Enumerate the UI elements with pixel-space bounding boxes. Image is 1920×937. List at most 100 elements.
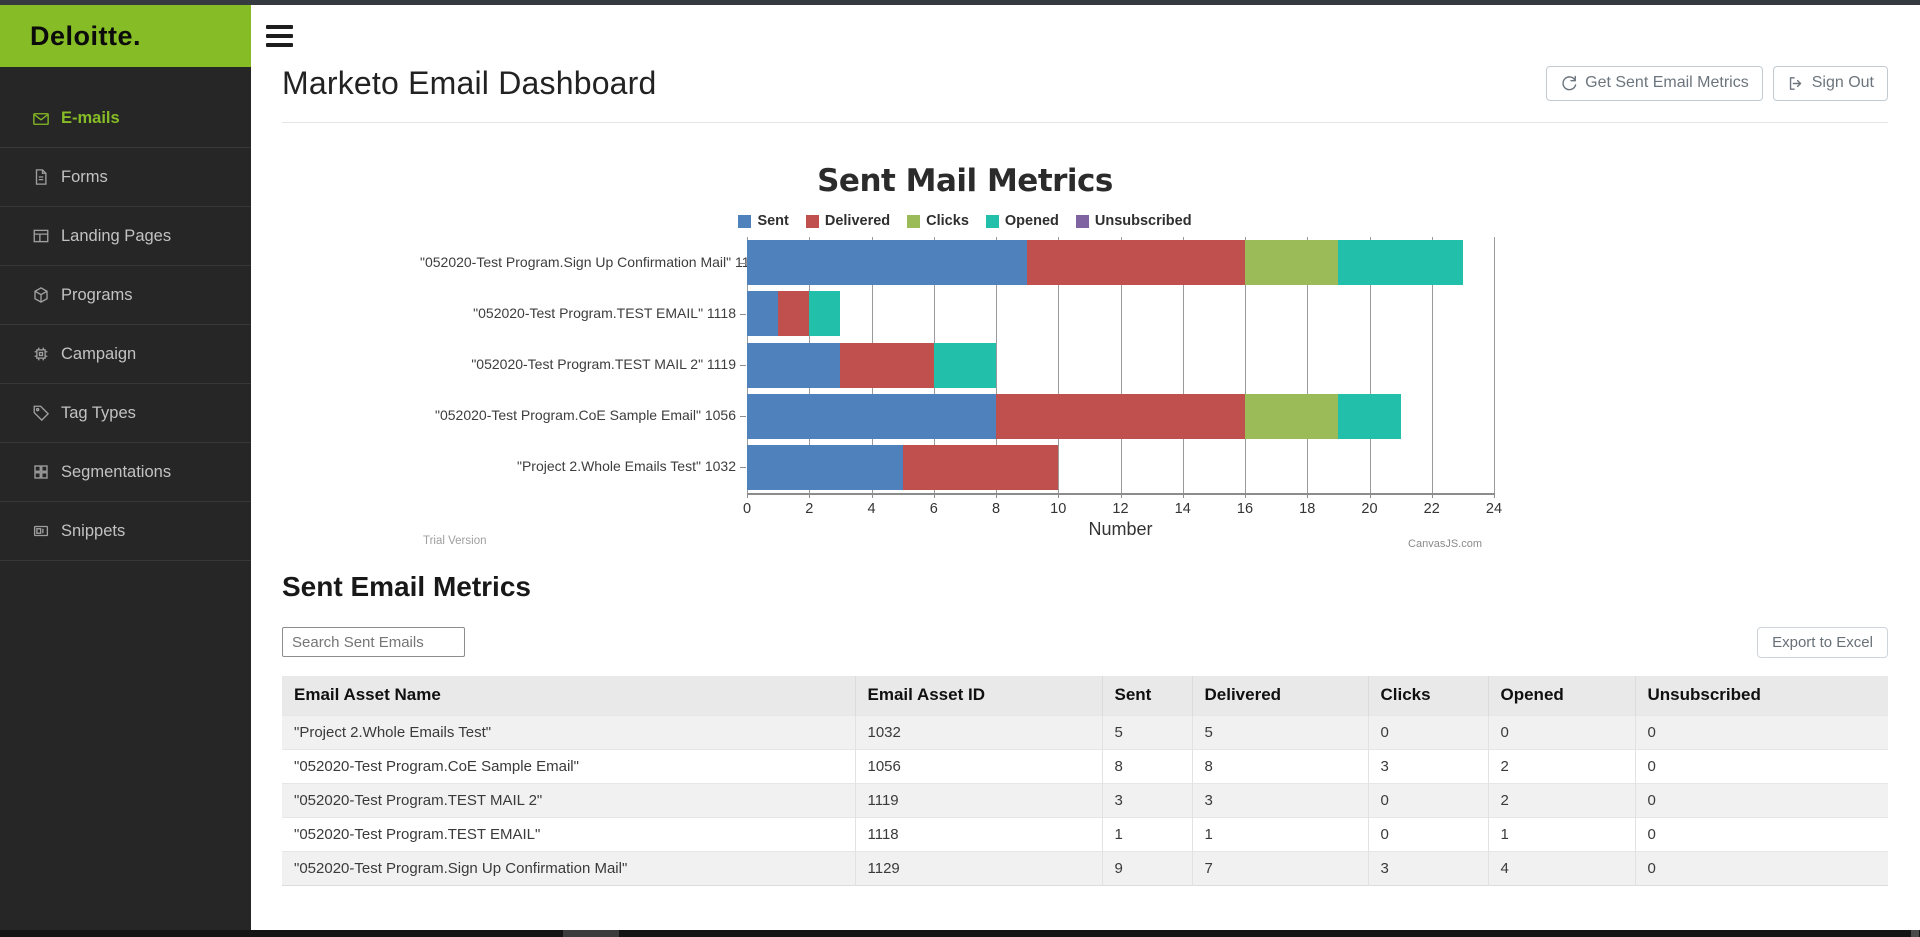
gridline	[1494, 237, 1495, 493]
x-axis-tick-label: 20	[1361, 501, 1378, 517]
sidebar-item-segmentations[interactable]: Segmentations	[0, 443, 251, 502]
bar-segment-delivered	[840, 342, 934, 388]
hamburger-menu-icon[interactable]	[266, 25, 293, 47]
axis-tick	[1431, 493, 1433, 498]
sign-out-icon	[1787, 75, 1804, 92]
axis-tick	[1058, 493, 1060, 498]
bar-segment-delivered	[996, 393, 1245, 439]
table-cell: 1	[1191, 816, 1368, 851]
scrollbar-end-button[interactable]	[1911, 930, 1919, 937]
category-label: "Project 2.Whole Emails Test" 1032	[516, 458, 736, 475]
legend-item-clicks[interactable]: Clicks	[907, 213, 969, 229]
table-cell: 4	[1487, 850, 1635, 885]
table-cell: 1032	[854, 714, 1102, 749]
x-axis-tick-label: 0	[742, 501, 752, 517]
sidebar-item-programs[interactable]: Programs	[0, 266, 251, 325]
legend-item-sent[interactable]: Sent	[738, 213, 789, 229]
column-header-sent: Sent	[1101, 676, 1192, 715]
gridline	[1058, 237, 1060, 493]
top-window-strip	[0, 0, 1920, 5]
document-icon	[32, 168, 50, 186]
table-cell: 8	[1191, 748, 1368, 783]
table-cell: 1129	[854, 850, 1102, 885]
category-tick	[740, 313, 746, 315]
email-asset-name-cell: "052020-Test Program.CoE Sample Email"	[282, 748, 855, 783]
x-axis-tick-label: 12	[1112, 501, 1129, 517]
category-tick	[740, 365, 746, 366]
export-to-excel-button[interactable]: Export to Excel	[1757, 626, 1888, 658]
category-label: "052020-Test Program.TEST MAIL 2" 1119	[471, 356, 736, 372]
sidebar-item-label: Campaign	[61, 344, 137, 363]
bar-segment-opened	[1338, 240, 1463, 286]
axis-tick	[1494, 493, 1495, 498]
column-header-email-asset-id: Email Asset ID	[854, 676, 1102, 715]
legend-swatch	[907, 214, 921, 228]
legend-item-delivered[interactable]: Delivered	[805, 213, 890, 229]
sidebar-item-label: Tag Types	[61, 403, 136, 422]
axis-tick	[933, 493, 935, 498]
sidebar-item-e-mails[interactable]: E-mails	[0, 89, 251, 148]
category-label: "052020-Test Program.Sign Up Confirmatio…	[420, 253, 766, 270]
x-axis-tick-label: 8	[991, 501, 1001, 517]
sidebar-item-landing-pages[interactable]: Landing Pages	[0, 207, 251, 266]
table-cell: 1056	[854, 748, 1102, 783]
horizontal-scrollbar[interactable]	[0, 930, 1920, 937]
table-cell: 0	[1367, 714, 1488, 749]
x-axis-tick-label: 6	[929, 501, 938, 517]
table-cell: 0	[1634, 816, 1888, 851]
table-row: "052020-Test Program.TEST MAIL 2" 1119 3 3 0…	[282, 782, 1888, 817]
legend-item-unsubscribed[interactable]: Unsubscribed	[1075, 213, 1192, 229]
trial-version-watermark: Trial Version	[423, 535, 487, 547]
chart-title: Sent Mail Metrics	[817, 163, 1113, 199]
layout-icon	[32, 227, 50, 245]
sidebar-item-label: Programs	[61, 285, 133, 304]
legend-swatch	[805, 214, 819, 228]
column-header-opened: Opened	[1487, 676, 1635, 715]
table-cell: 1118	[854, 816, 1102, 851]
table-cell: 0	[1634, 748, 1888, 783]
gridline	[1431, 237, 1433, 493]
email-asset-name-cell: "052020-Test Program.Sign Up Confirmatio…	[282, 850, 855, 885]
table-cell: 1	[1487, 816, 1635, 851]
sidebar-item-snippets[interactable]: Snippets	[0, 502, 251, 561]
table-cell: 0	[1634, 714, 1888, 749]
sidebar-item-tag-types[interactable]: Tag Types	[0, 384, 251, 443]
table-row: "052020-Test Program.Sign Up Confirmatio…	[282, 850, 1888, 885]
canvasjs-watermark[interactable]: CanvasJS.com	[1408, 538, 1482, 550]
table-cell: 9	[1101, 850, 1192, 885]
scrollbar-thumb[interactable]	[563, 930, 619, 937]
bar-segment-delivered	[778, 291, 810, 337]
sent-mail-metrics-chart: Sent Mail Metrics Sent Delivered Clicks Ope…	[420, 155, 1510, 560]
sign-out-button[interactable]: Sign Out	[1772, 65, 1888, 101]
table-cell: 2	[1487, 782, 1635, 817]
brand-logo: Deloitte.	[0, 5, 251, 67]
category-tick	[740, 262, 746, 264]
column-header-delivered: Delivered	[1191, 676, 1368, 715]
axis-tick	[1307, 493, 1309, 498]
tag-icon	[32, 404, 50, 422]
bar-segment-sent	[747, 342, 841, 388]
legend-item-opened[interactable]: Opened	[985, 213, 1059, 229]
search-input[interactable]	[282, 627, 465, 657]
axis-tick	[996, 493, 997, 498]
column-header-unsubscribed: Unsubscribed	[1634, 676, 1888, 715]
sidebar-item-campaign[interactable]: Campaign	[0, 325, 251, 384]
gridline	[1120, 237, 1122, 493]
sent-email-metrics-heading: Sent Email Metrics	[282, 571, 531, 602]
sidebar-item-forms[interactable]: Forms	[0, 148, 251, 207]
bar-segment-delivered	[1027, 240, 1245, 286]
bar-segment-delivered	[902, 444, 1059, 490]
sidebar-item-label: E-mails	[61, 109, 120, 127]
column-header-clicks: Clicks	[1367, 676, 1488, 715]
table-controls: Export to Excel	[282, 626, 1888, 658]
table-header-row: Email Asset Name Email Asset ID Sent Delive…	[282, 676, 1888, 715]
axis-tick	[871, 493, 873, 498]
sidebar-item-label: Forms	[61, 167, 108, 186]
table-row: "052020-Test Program.CoE Sample Email" 10…	[282, 748, 1888, 783]
get-sent-email-metrics-button[interactable]: Get Sent Email Metrics	[1546, 65, 1763, 101]
gridline	[1245, 237, 1246, 493]
table-cell: 3	[1367, 850, 1488, 885]
gridline	[1182, 237, 1184, 493]
sidebar: Deloitte. E-mails Forms Landing Pages Progr…	[0, 5, 251, 930]
x-axis-tick-label: 18	[1299, 501, 1316, 517]
